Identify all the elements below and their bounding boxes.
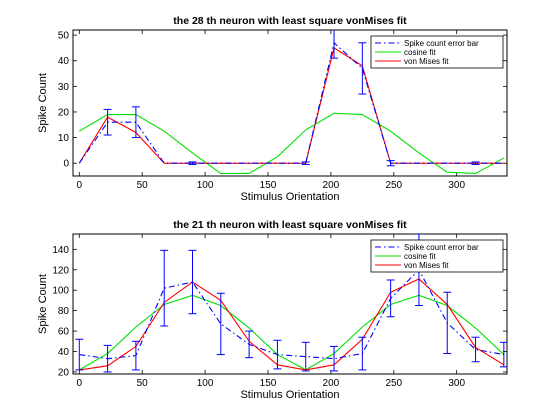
x-axis-label: Stimulus Orientation bbox=[240, 389, 339, 401]
x-tick-label: 50 bbox=[137, 180, 149, 191]
legend-label: Spike count error bar bbox=[404, 243, 479, 252]
y-tick-label: 50 bbox=[58, 31, 70, 42]
x-tick-label: 50 bbox=[137, 378, 149, 389]
y-tick-label: 20 bbox=[58, 107, 70, 118]
plot-area bbox=[78, 30, 505, 174]
x-tick-label: 300 bbox=[448, 180, 465, 191]
y-tick-label: 0 bbox=[63, 159, 69, 170]
y-tick-label: 10 bbox=[58, 133, 70, 144]
x-tick-label: 250 bbox=[385, 180, 402, 191]
x-tick-label: 150 bbox=[260, 180, 277, 191]
y-axis-label: Spike Count bbox=[37, 73, 49, 133]
series-line-1 bbox=[79, 112, 505, 174]
y-tick-label: 140 bbox=[52, 245, 69, 256]
legend-label: cosine fit bbox=[404, 48, 436, 57]
y-tick-label: 80 bbox=[58, 306, 70, 317]
x-tick-label: 200 bbox=[323, 378, 340, 389]
legend-label: cosine fit bbox=[404, 252, 436, 261]
y-axis-label: Spike Count bbox=[37, 274, 49, 334]
y-tick-label: 120 bbox=[52, 265, 69, 276]
y-tick-label: 20 bbox=[58, 367, 70, 378]
y-tick-label: 40 bbox=[58, 347, 70, 358]
chart-title: the 28 th neuron with least square vonMi… bbox=[173, 15, 407, 27]
x-tick-label: 250 bbox=[385, 378, 402, 389]
x-tick-label: 150 bbox=[260, 378, 277, 389]
series-line-0 bbox=[79, 268, 504, 360]
chart-top: 0 50 100 150 200 250 300 0 10 20 30 40 50 the 28 th n… bbox=[37, 15, 508, 203]
legend-label: von Mises fit bbox=[404, 57, 449, 66]
x-tick-label: 0 bbox=[77, 180, 83, 191]
y-tick-label: 100 bbox=[52, 286, 69, 297]
y-tick-label: 60 bbox=[58, 327, 70, 338]
x-tick-label: 200 bbox=[323, 180, 340, 191]
series-line-1 bbox=[79, 294, 505, 371]
x-tick-label: 300 bbox=[448, 378, 465, 389]
chart-bottom: 0 50 100 150 200 250 300 20 40 60 80 100 120 140 the 2… bbox=[37, 219, 508, 401]
x-tick-label: 100 bbox=[197, 180, 214, 191]
plot-area bbox=[75, 234, 507, 373]
series-line-2 bbox=[79, 278, 505, 371]
x-tick-label: 0 bbox=[77, 378, 83, 389]
y-tick-label: 40 bbox=[58, 56, 70, 67]
legend-label: von Mises fit bbox=[404, 261, 449, 270]
x-tick-label: 100 bbox=[197, 378, 214, 389]
series-line-0 bbox=[78, 41, 504, 164]
chart-title: the 21 th neuron with least square vonMi… bbox=[173, 219, 407, 231]
y-tick-label: 30 bbox=[58, 82, 70, 93]
legend-label: Spike count error bar bbox=[404, 39, 479, 48]
x-axis-label: Stimulus Orientation bbox=[240, 191, 339, 203]
